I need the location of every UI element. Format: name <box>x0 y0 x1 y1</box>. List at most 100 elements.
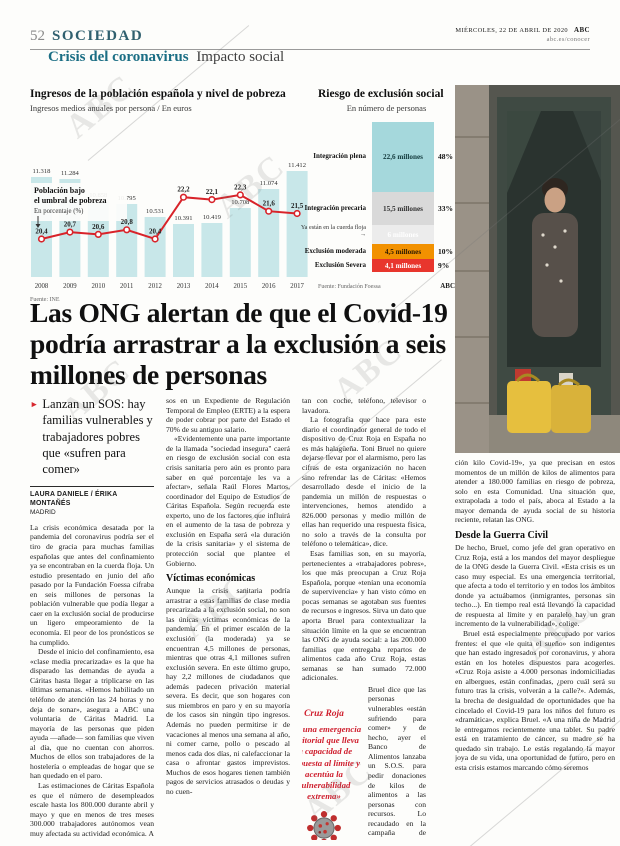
x-axis-labels: 2008 2009 2010 2011 2012 2013 2014 2015 … <box>35 283 305 290</box>
paragraph: Esas familias son, en su mayoría, perten… <box>302 549 426 683</box>
chart-title: Ingresos de la población española y nive… <box>30 88 286 100</box>
paragraph: La fotografía que hace para este diario … <box>302 415 426 549</box>
section-title: 52 SOCIEDAD <box>30 27 143 45</box>
svg-text:2010: 2010 <box>92 283 106 290</box>
svg-text:2009: 2009 <box>63 283 77 290</box>
subhead-victimas-economicas: Víctimas económicas <box>166 573 256 585</box>
svg-text:20,6: 20,6 <box>92 223 105 231</box>
segment-label: Exclusión Severa <box>314 261 366 269</box>
segment-cuerda-floja: 6 millones <box>372 225 434 244</box>
segment-label: Ya están en la cuerda floja → <box>300 224 366 239</box>
poverty-annotation: Población bajo el umbral de pobreza En p… <box>31 182 127 228</box>
svg-text:10.531: 10.531 <box>146 208 164 215</box>
svg-text:20,7: 20,7 <box>64 220 77 228</box>
segment-percentage: 9% <box>438 261 450 270</box>
standfirst-text: Lanzan un SOS: hay familias vulnerables … <box>42 397 153 476</box>
exclusion-risk-chart: Riesgo de exclusión social En número de … <box>301 88 455 296</box>
chart-credit: ABC <box>440 282 455 290</box>
section-name: SOCIEDAD <box>52 27 144 44</box>
date-block: MIÉRCOLES, 22 DE ABRIL DE 2020 ABC abc.es… <box>455 26 590 45</box>
svg-text:11.318: 11.318 <box>33 168 52 175</box>
svg-text:10.795: 10.795 <box>118 195 137 202</box>
byline-rule <box>30 486 154 488</box>
kicker-light: Impacto social <box>196 49 285 65</box>
chart-source: Fuente: Fundación Foessa <box>318 284 381 290</box>
chart-source: Fuente: INE <box>30 296 60 303</box>
chart-subtitle: Ingresos medios anuales por persona / En… <box>30 102 192 113</box>
svg-text:20,8: 20,8 <box>121 218 134 226</box>
segment-percentage: 33% <box>438 204 453 213</box>
segment-exclusion-severa: 4,1 millones <box>372 259 434 272</box>
segment-label: Exclusión moderada <box>304 247 366 255</box>
paragraph: Bruel está especialmente preocupado por … <box>455 629 615 772</box>
poverty-line-series <box>37 191 301 243</box>
svg-text:2011: 2011 <box>120 283 133 290</box>
paragraph: tan con coche, teléfono, televisor o lav… <box>302 396 426 415</box>
svg-text:2016: 2016 <box>262 283 276 290</box>
svg-text:21,5: 21,5 <box>291 202 304 210</box>
segment-percentage: 10% <box>438 247 453 256</box>
bar-series <box>31 170 308 277</box>
segment-label: Integración precaria <box>304 204 367 212</box>
paragraph: Las estimaciones de Cáritas Española es … <box>30 781 154 840</box>
svg-text:10.391: 10.391 <box>174 215 192 222</box>
article-column-1: ► Lanzan un SOS: hay familias vulnerable… <box>30 396 154 840</box>
svg-text:10.708: 10.708 <box>231 199 250 206</box>
svg-text:el umbral de pobreza: el umbral de pobreza <box>34 196 107 205</box>
chart-subtitle: En número de personas <box>346 102 427 113</box>
dateline: MADRID <box>30 508 56 516</box>
narrow-text-block: Bruel dice que las personas vulnerables … <box>368 685 426 840</box>
income-chart-plot: 11.318 11.284 10.858 10.795 10.531 10.39… <box>31 162 308 290</box>
kicker-bold: Crisis del coronavirus <box>48 49 189 65</box>
svg-text:2017: 2017 <box>290 283 304 290</box>
article-column-3: tan con coche, teléfono, televisor o lav… <box>302 396 426 840</box>
svg-text:2012: 2012 <box>148 283 162 290</box>
segment-integracion-plena: 22,6 millones <box>372 122 434 192</box>
article-column-4: ción kilo Covid-19», ya que precisan en … <box>455 458 615 840</box>
paragraph: «Evidentemente una parte importante de l… <box>166 434 290 568</box>
paragraph: Aunque la crisis sanitaria podría arrast… <box>166 586 290 796</box>
paragraph: La crisis económica desatada por la pand… <box>30 522 154 647</box>
date-line: MIÉRCOLES, 22 DE ABRIL DE 2020 <box>455 27 569 34</box>
subhead-desde-la-guerra-civil: Desde la Guerra Civil <box>455 529 549 541</box>
paragraph: sos en un Expediente de Regulación Tempo… <box>166 396 290 434</box>
svg-text:2008: 2008 <box>35 283 49 290</box>
svg-text:21,6: 21,6 <box>263 199 276 207</box>
paragraph: Desde el inicio del confinamiento, esa «… <box>30 647 154 781</box>
kicker: Crisis del coronavirus Impacto social <box>48 49 284 66</box>
svg-text:20,4: 20,4 <box>35 227 48 235</box>
page-header: 52 SOCIEDAD MIÉRCOLES, 22 DE ABRIL DE 202… <box>30 26 590 50</box>
segment-integracion-precaria: 15,5 millones <box>372 192 434 225</box>
chart-title: Riesgo de exclusión social <box>318 88 444 100</box>
stacked-bar: 22,6 millones 15,5 millones 6 millones 4… <box>372 122 434 272</box>
bullet-arrow-icon: ► <box>30 399 39 409</box>
coronavirus-icon <box>307 810 341 840</box>
paragraph: Bruel dice que las personas vulnerables … <box>368 684 426 840</box>
svg-text:2014: 2014 <box>205 283 219 290</box>
svg-text:22,2: 22,2 <box>177 185 190 193</box>
svg-text:En porcentaje (%): En porcentaje (%) <box>34 208 83 215</box>
line-value-labels: 20,4 20,7 20,6 20,8 20,4 22,2 22,1 22,3 … <box>35 183 303 235</box>
standfirst: ► Lanzan un SOS: hay familias vulnerable… <box>30 396 154 477</box>
article-column-2: sos en un Expediente de Regulación Tempo… <box>166 396 290 840</box>
svg-text:2013: 2013 <box>177 283 191 290</box>
pull-quote-row: Cruz Roja «Es una emergencia territorial… <box>302 685 426 840</box>
svg-text:22,3: 22,3 <box>234 183 247 191</box>
segment-percentage: 48% <box>438 152 453 161</box>
quote-attribution: Cruz Roja <box>304 708 344 719</box>
svg-text:11.412: 11.412 <box>288 162 306 169</box>
svg-text:11.074: 11.074 <box>260 180 279 187</box>
paragraph: De hecho, Bruel, como jefe del gran oper… <box>455 542 615 629</box>
quote-text: «Es una emergencia territorial que lleva… <box>302 723 362 802</box>
segment-label: Integración plena <box>313 152 366 160</box>
byline: LAURA DANIELE / ÉRIKA MONTAÑÉS <box>30 491 118 507</box>
paragraph: ción kilo Covid-19», ya que precisan en … <box>455 458 615 525</box>
website-url: abc.es/conocer <box>546 35 590 43</box>
svg-text:22,1: 22,1 <box>206 188 219 196</box>
news-photo <box>455 85 620 453</box>
svg-text:Población bajo: Población bajo <box>34 186 85 195</box>
segment-exclusion-moderada: 4,5 millones <box>372 244 434 259</box>
page-number: 52 <box>30 27 45 44</box>
svg-text:11.284: 11.284 <box>61 170 80 177</box>
